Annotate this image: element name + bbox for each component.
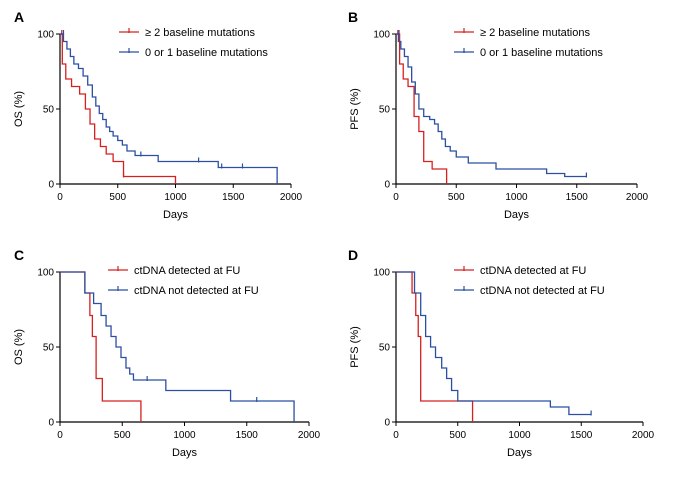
legend-label: ≥ 2 baseline mutations: [480, 27, 590, 39]
x-axis-label: Days: [504, 209, 530, 221]
x-axis-label: Days: [172, 447, 198, 459]
y-tick-label: 100: [37, 268, 54, 279]
x-tick-label: 2000: [626, 192, 649, 203]
legend-label: ctDNA detected at FU: [480, 265, 586, 277]
legend-label: ctDNA not detected at FU: [134, 285, 259, 297]
series-line-blue: [396, 271, 592, 416]
y-tick-label: 100: [373, 30, 390, 41]
x-tick-label: 500: [109, 192, 126, 203]
legend-label: ctDNA not detected at FU: [480, 285, 605, 297]
x-tick-label: 0: [57, 430, 63, 441]
x-tick-label: 1000: [505, 192, 528, 203]
x-axis-label: Days: [163, 209, 189, 221]
series-line-blue: [60, 271, 295, 422]
x-tick-label: 1500: [566, 192, 589, 203]
panel-label: B: [348, 9, 358, 25]
x-tick-label: 0: [393, 430, 399, 441]
x-tick-label: 1500: [236, 430, 259, 441]
legend-label: 0 or 1 baseline mutations: [480, 47, 603, 59]
y-tick-label: 0: [48, 180, 54, 191]
x-tick-label: 0: [57, 192, 63, 203]
x-tick-label: 1500: [570, 430, 593, 441]
series-line-red: [60, 271, 142, 422]
x-tick-label: 1000: [173, 430, 196, 441]
x-tick-label: 1000: [508, 430, 531, 441]
y-axis-label: PFS (%): [349, 88, 361, 130]
x-tick-label: 2000: [632, 430, 655, 441]
y-tick-label: 50: [43, 105, 55, 116]
y-axis-label: OS (%): [13, 91, 25, 127]
x-tick-label: 500: [448, 192, 465, 203]
y-tick-label: 0: [48, 418, 54, 429]
x-tick-label: 500: [449, 430, 466, 441]
panel-label: D: [348, 247, 358, 263]
legend-label: ctDNA detected at FU: [134, 265, 240, 277]
y-tick-label: 50: [379, 343, 391, 354]
y-tick-label: 50: [379, 105, 391, 116]
y-axis-label: OS (%): [13, 329, 25, 365]
y-axis-label: PFS (%): [349, 326, 361, 368]
panel-label: C: [14, 247, 24, 263]
y-tick-label: 0: [384, 180, 390, 191]
series-line-blue: [60, 33, 278, 184]
x-axis-label: Days: [507, 447, 533, 459]
y-tick-label: 100: [373, 268, 390, 279]
x-tick-label: 2000: [280, 192, 303, 203]
y-tick-label: 100: [37, 30, 54, 41]
legend-label: 0 or 1 baseline mutations: [145, 47, 268, 59]
series-line-red: [396, 33, 448, 184]
x-tick-label: 1000: [164, 192, 187, 203]
series-line-blue: [396, 33, 587, 178]
panel-label: A: [14, 9, 24, 25]
x-tick-label: 1500: [222, 192, 245, 203]
x-tick-label: 500: [114, 430, 131, 441]
y-tick-label: 50: [43, 343, 55, 354]
y-tick-label: 0: [384, 418, 390, 429]
x-tick-label: 2000: [298, 430, 321, 441]
legend-label: ≥ 2 baseline mutations: [145, 27, 255, 39]
series-line-red: [396, 271, 474, 422]
series-line-red: [60, 33, 177, 184]
x-tick-label: 0: [393, 192, 399, 203]
